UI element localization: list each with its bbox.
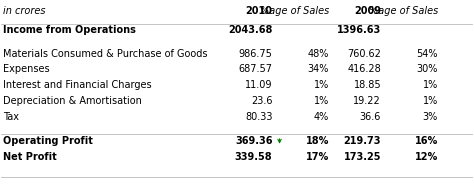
Text: 3%: 3% <box>423 112 438 122</box>
Text: 23.6: 23.6 <box>251 96 273 106</box>
Text: 339.58: 339.58 <box>235 152 273 162</box>
Text: 16%: 16% <box>415 136 438 146</box>
Text: 1396.63: 1396.63 <box>337 25 381 35</box>
Text: 36.6: 36.6 <box>360 112 381 122</box>
Text: 1%: 1% <box>423 96 438 106</box>
Text: 173.25: 173.25 <box>344 152 381 162</box>
Text: 18%: 18% <box>306 136 329 146</box>
Text: 18.85: 18.85 <box>354 80 381 90</box>
Text: 1%: 1% <box>314 80 329 90</box>
Text: Operating Profit: Operating Profit <box>3 136 93 146</box>
Text: 2043.68: 2043.68 <box>228 25 273 35</box>
Text: 760.62: 760.62 <box>347 49 381 59</box>
Text: 17%: 17% <box>306 152 329 162</box>
Text: 54%: 54% <box>416 49 438 59</box>
Text: 11.09: 11.09 <box>245 80 273 90</box>
Text: 219.73: 219.73 <box>344 136 381 146</box>
Text: 416.28: 416.28 <box>347 64 381 74</box>
Text: 1%: 1% <box>314 96 329 106</box>
Text: %age of Sales: %age of Sales <box>260 6 329 16</box>
Text: 48%: 48% <box>308 49 329 59</box>
Text: 34%: 34% <box>308 64 329 74</box>
Text: Tax: Tax <box>3 112 19 122</box>
Text: 80.33: 80.33 <box>245 112 273 122</box>
Text: 4%: 4% <box>314 112 329 122</box>
Text: in crores: in crores <box>3 6 46 16</box>
Text: Net Profit: Net Profit <box>3 152 57 162</box>
Text: 1%: 1% <box>423 80 438 90</box>
Text: 19.22: 19.22 <box>354 96 381 106</box>
Text: 30%: 30% <box>417 64 438 74</box>
Text: 12%: 12% <box>415 152 438 162</box>
Text: Expenses: Expenses <box>3 64 50 74</box>
Text: Materials Consumed & Purchase of Goods: Materials Consumed & Purchase of Goods <box>3 49 208 59</box>
Text: %age of Sales: %age of Sales <box>369 6 438 16</box>
Text: Interest and Financial Charges: Interest and Financial Charges <box>3 80 152 90</box>
Text: 986.75: 986.75 <box>238 49 273 59</box>
Text: 687.57: 687.57 <box>238 64 273 74</box>
Text: 2009: 2009 <box>354 6 381 16</box>
Text: Income from Operations: Income from Operations <box>3 25 136 35</box>
Text: Depreciation & Amortisation: Depreciation & Amortisation <box>3 96 142 106</box>
Text: 2010: 2010 <box>246 6 273 16</box>
Text: 369.36: 369.36 <box>235 136 273 146</box>
